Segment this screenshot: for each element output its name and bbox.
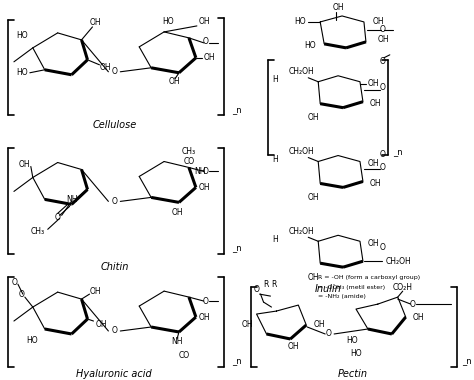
Text: OH: OH <box>332 3 344 13</box>
Text: OH: OH <box>378 35 390 44</box>
Text: O: O <box>380 150 386 159</box>
Text: CH₃: CH₃ <box>31 227 45 236</box>
Text: OH: OH <box>368 79 380 88</box>
Text: O: O <box>380 243 386 252</box>
Text: NH: NH <box>194 167 205 176</box>
Text: CH₂OH: CH₂OH <box>288 227 314 236</box>
Text: H: H <box>273 75 278 84</box>
Text: H: H <box>273 155 278 164</box>
Text: CH₂OH: CH₂OH <box>386 257 411 266</box>
Text: HO: HO <box>26 336 38 345</box>
Text: CH₂OH: CH₂OH <box>288 147 314 156</box>
Text: OH: OH <box>168 77 180 86</box>
Text: OH: OH <box>313 320 325 329</box>
Text: NH: NH <box>171 337 183 347</box>
Text: _n: _n <box>393 147 402 156</box>
Text: HO: HO <box>305 41 316 51</box>
Text: OH: OH <box>95 320 107 329</box>
Text: OH: OH <box>100 63 111 72</box>
Text: OH: OH <box>413 312 424 321</box>
Text: O: O <box>111 326 117 336</box>
Text: _n: _n <box>232 105 241 114</box>
Text: OH: OH <box>370 179 382 188</box>
Text: O: O <box>254 285 259 294</box>
Text: = -OCH₃ (metil ester): = -OCH₃ (metil ester) <box>318 285 385 290</box>
Text: OH: OH <box>308 273 319 282</box>
Text: OH: OH <box>199 183 210 192</box>
Text: OH: OH <box>204 53 216 62</box>
Text: CH₃: CH₃ <box>182 147 196 156</box>
Text: Hyaluronic acid: Hyaluronic acid <box>76 369 152 379</box>
Text: O: O <box>19 290 25 299</box>
Text: HO: HO <box>163 17 174 27</box>
Text: Inulin: Inulin <box>315 284 342 294</box>
Text: OH: OH <box>90 19 101 27</box>
Text: O: O <box>380 163 386 172</box>
Text: O: O <box>111 197 117 206</box>
Text: OH: OH <box>368 159 380 168</box>
Text: OH: OH <box>368 239 380 248</box>
Text: H: H <box>273 235 278 244</box>
Text: R = -OH (form a carboxyl group): R = -OH (form a carboxyl group) <box>318 275 420 280</box>
Text: O: O <box>380 25 386 35</box>
Text: CO: CO <box>183 157 194 166</box>
Text: O: O <box>203 296 209 306</box>
Text: NH: NH <box>66 195 78 204</box>
Text: HO: HO <box>346 336 358 345</box>
Text: Cellulose: Cellulose <box>92 120 137 130</box>
Text: CO₂H: CO₂H <box>393 283 413 291</box>
Text: O: O <box>410 299 416 309</box>
Text: OH: OH <box>199 17 210 27</box>
Text: O: O <box>325 329 331 339</box>
Text: R: R <box>263 280 268 289</box>
Text: HO: HO <box>350 350 362 358</box>
Text: O: O <box>203 37 209 46</box>
Text: OH: OH <box>308 193 319 202</box>
Text: HO: HO <box>295 17 306 27</box>
Text: HO: HO <box>16 32 28 40</box>
Text: O: O <box>203 167 209 176</box>
Text: = -NH₂ (amide): = -NH₂ (amide) <box>318 294 366 299</box>
Text: CO: CO <box>178 352 190 360</box>
Text: O: O <box>55 213 61 222</box>
Text: OH: OH <box>242 320 254 329</box>
Text: Pectin: Pectin <box>338 369 368 379</box>
Text: HO: HO <box>16 68 28 77</box>
Text: _n: _n <box>232 356 241 366</box>
Text: OH: OH <box>288 342 299 352</box>
Text: OH: OH <box>308 113 319 122</box>
Text: OH: OH <box>18 160 30 169</box>
Text: Chitin: Chitin <box>100 262 128 272</box>
Text: OH: OH <box>373 17 384 27</box>
Text: R: R <box>271 280 276 289</box>
Text: OH: OH <box>90 287 101 296</box>
Text: OH: OH <box>199 312 210 321</box>
Text: _n: _n <box>232 243 241 252</box>
Text: O: O <box>380 57 386 66</box>
Text: OH: OH <box>370 99 382 108</box>
Text: O: O <box>12 278 18 287</box>
Text: O: O <box>380 83 386 92</box>
Text: _n: _n <box>463 356 472 366</box>
Text: CH₂OH: CH₂OH <box>288 67 314 76</box>
Text: O: O <box>111 67 117 76</box>
Text: OH: OH <box>171 208 183 217</box>
